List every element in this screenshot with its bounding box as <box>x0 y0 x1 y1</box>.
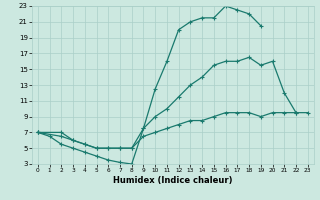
X-axis label: Humidex (Indice chaleur): Humidex (Indice chaleur) <box>113 176 233 185</box>
